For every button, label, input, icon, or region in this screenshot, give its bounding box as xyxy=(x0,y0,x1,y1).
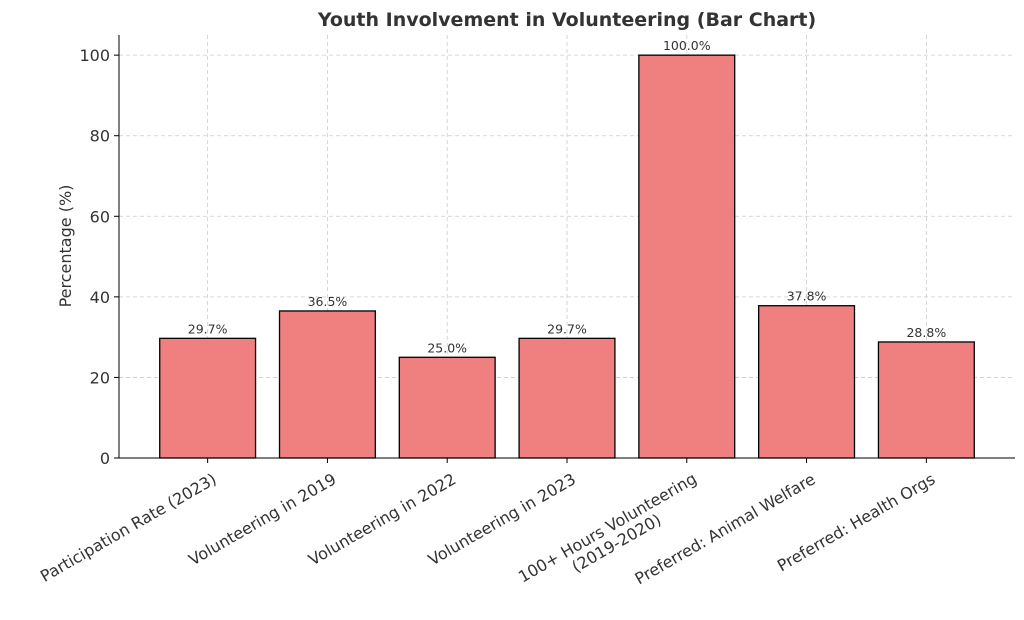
bar xyxy=(758,305,856,459)
data-label: 28.8% xyxy=(906,325,946,340)
x-tick-label-line: Participation Rate (2023) xyxy=(37,469,220,585)
bars: 29.7% 36.5% 25.0% 29.7% 100.0% 37.8% 28.8% xyxy=(159,38,975,459)
y-tick-label: 100 xyxy=(79,46,110,65)
bar xyxy=(159,337,257,459)
chart-title: Youth Involvement in Volunteering (Bar C… xyxy=(317,9,816,31)
data-label: 29.7% xyxy=(547,321,587,336)
bar xyxy=(278,310,376,459)
y-tick-label: 40 xyxy=(90,288,110,307)
x-tick-label: Participation Rate (2023) xyxy=(37,469,220,585)
data-label: 25.0% xyxy=(427,340,467,355)
data-label: 29.7% xyxy=(188,321,228,336)
y-tick-label: 20 xyxy=(90,368,110,387)
bar xyxy=(518,337,616,459)
y-axis-label: Percentage (%) xyxy=(56,185,75,308)
y-tick-label: 60 xyxy=(90,207,110,226)
bar xyxy=(877,341,975,459)
bar xyxy=(638,54,736,459)
data-label: 37.8% xyxy=(787,289,827,304)
data-label: 36.5% xyxy=(308,294,348,309)
y-tick-label: 0 xyxy=(100,449,110,468)
y-tick-label: 80 xyxy=(90,127,110,146)
data-label: 100.0% xyxy=(663,38,711,53)
bar xyxy=(398,356,496,459)
